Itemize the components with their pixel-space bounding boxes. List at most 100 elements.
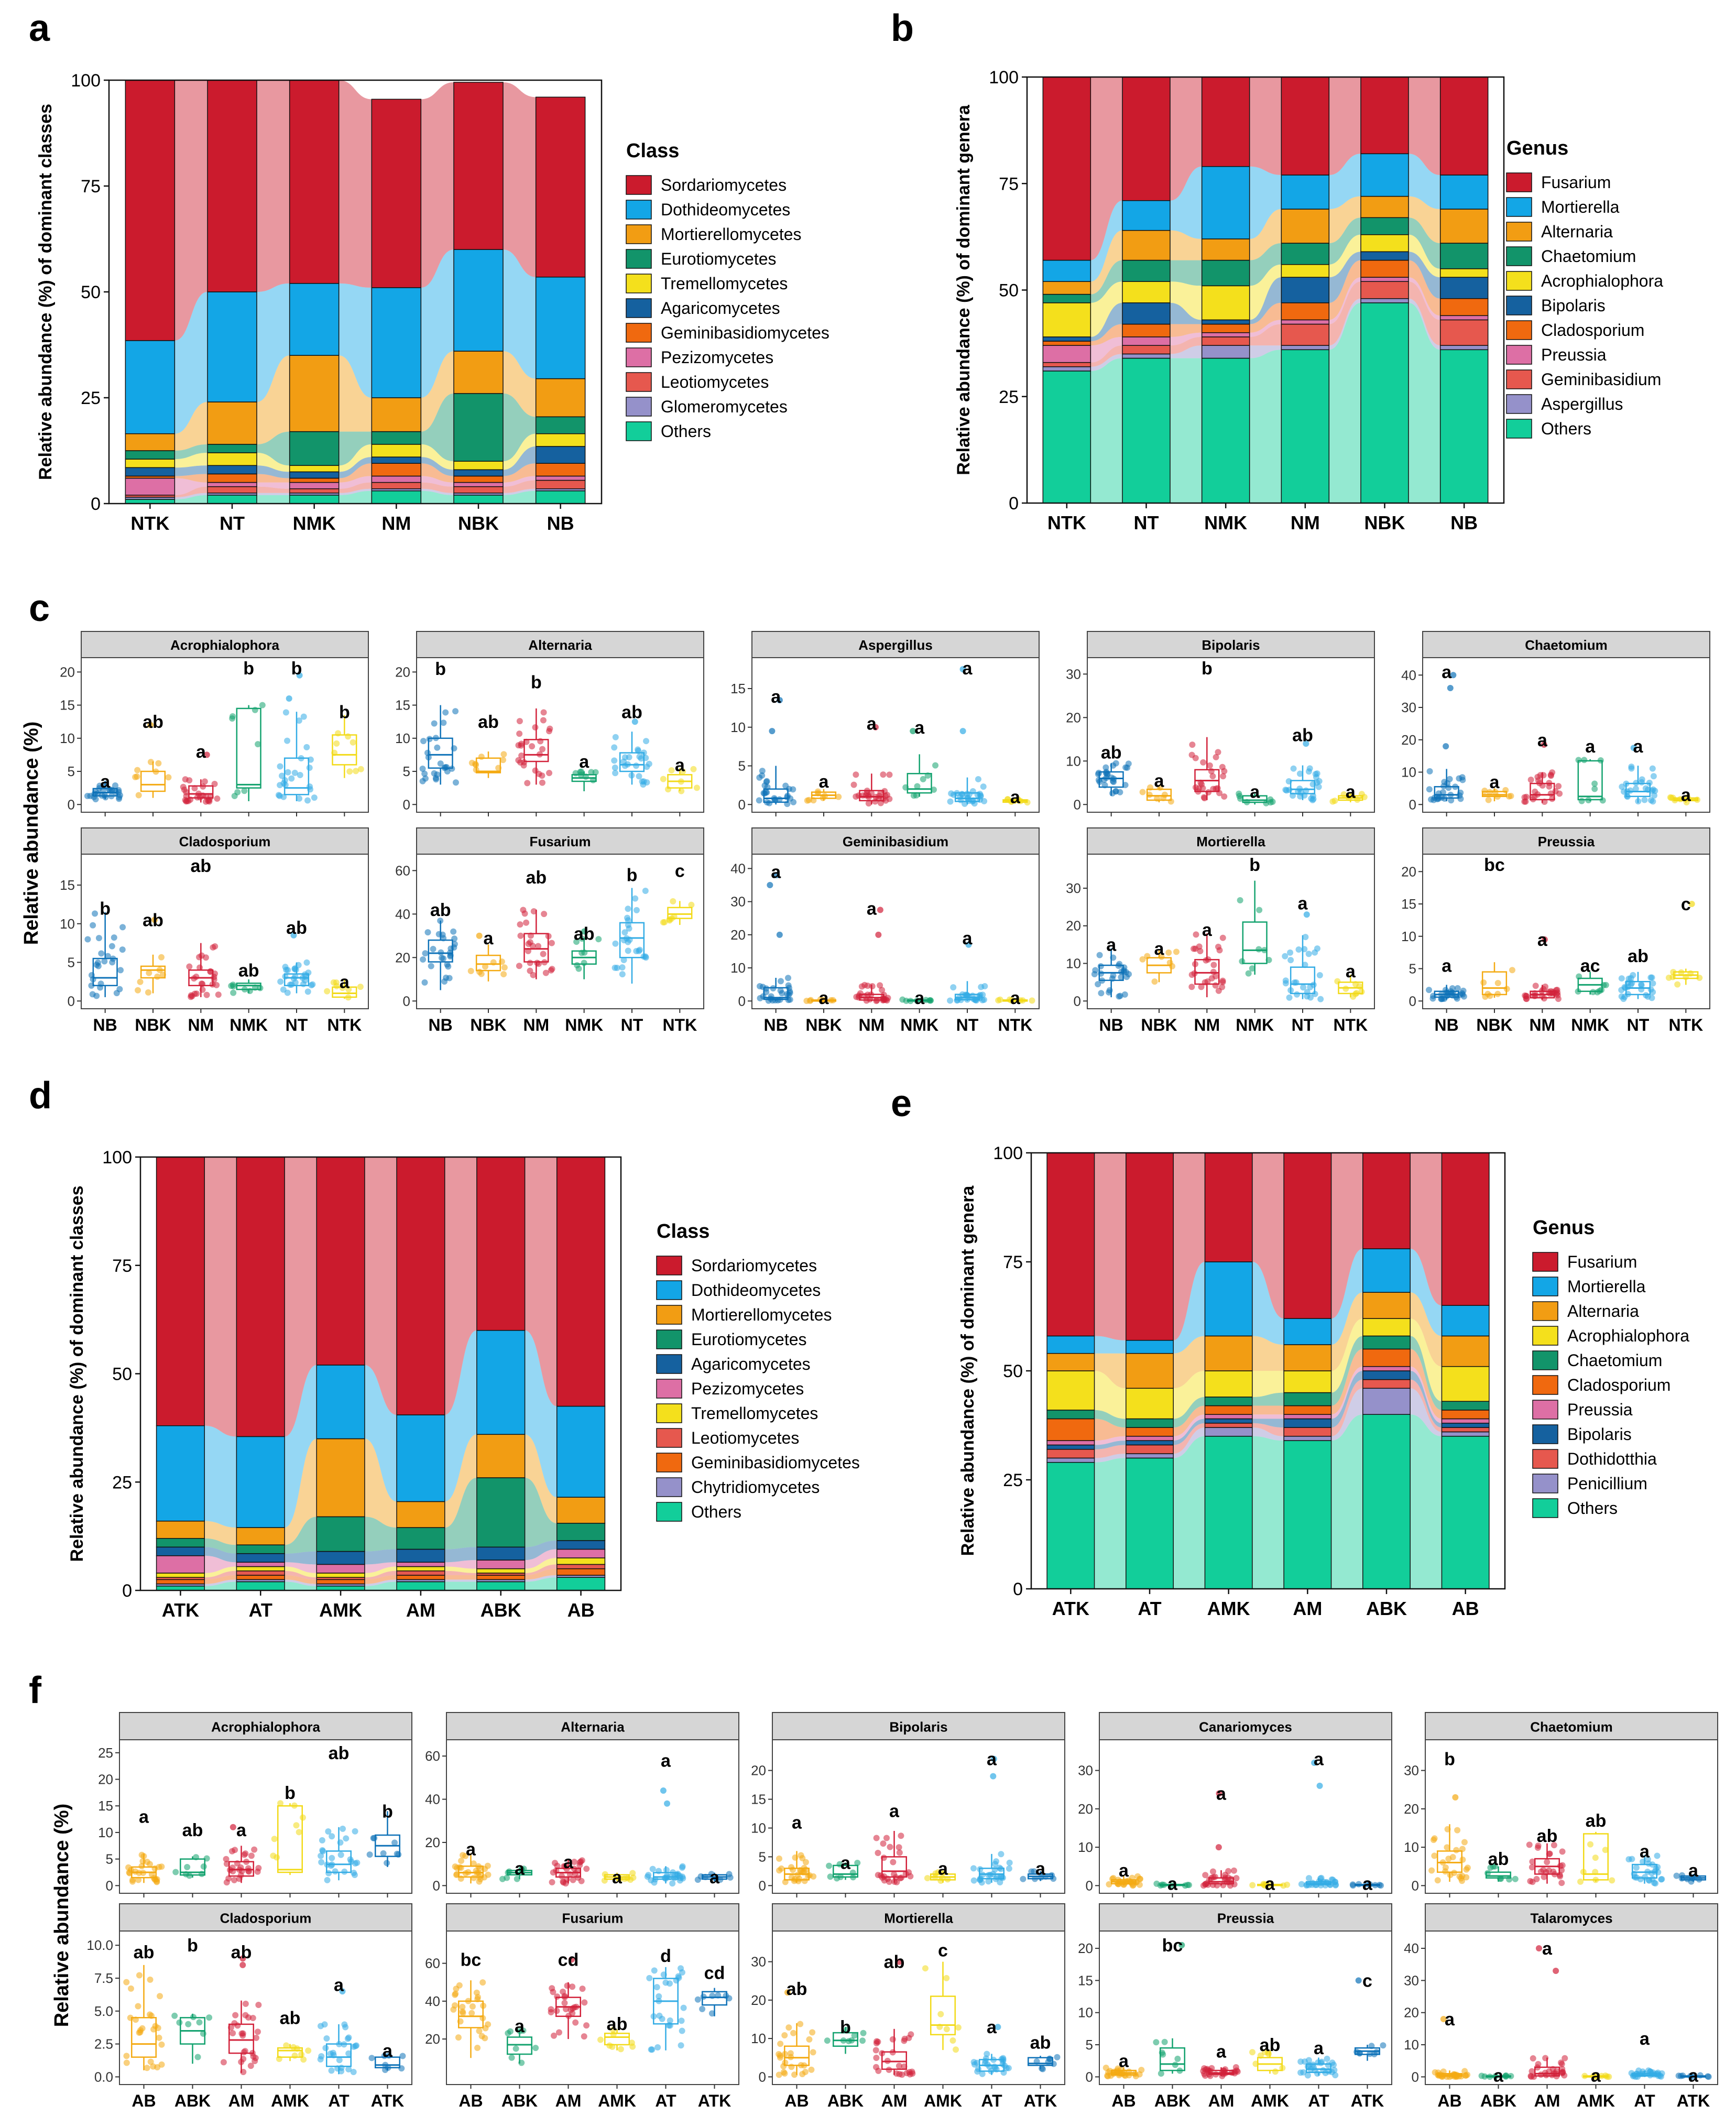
flow-agaricomycetes — [204, 1547, 237, 1563]
data-point — [501, 964, 508, 971]
bar-segment-cladosporium — [1281, 302, 1330, 321]
bar-segment-alternaria — [1042, 281, 1091, 295]
x-tick-label: AMK — [271, 2091, 309, 2110]
box — [428, 737, 453, 769]
significance-letter: a — [1314, 1750, 1324, 1770]
x-tick-label: ATK — [371, 2091, 404, 2110]
data-point — [877, 790, 884, 797]
significance-letter: a — [1537, 730, 1548, 750]
data-point — [1461, 1839, 1468, 1846]
data-point — [859, 2037, 866, 2044]
flow-geminibasidiomycetes — [503, 463, 536, 483]
data-point — [185, 2021, 192, 2027]
data-point — [214, 795, 221, 802]
data-point — [229, 715, 236, 722]
facet-title: Fusarium — [562, 1910, 623, 1926]
data-point — [441, 978, 448, 985]
bar-segment-leotiomycetes — [207, 486, 257, 494]
data-point — [1534, 773, 1541, 780]
significance-letter: a — [840, 1853, 851, 1873]
legend-label: Geminibasidium — [1541, 370, 1661, 389]
legend-swatch-preussia — [1532, 1400, 1558, 1420]
y-tick-label: 20 — [395, 950, 410, 965]
data-point — [1020, 1875, 1027, 1882]
data-point — [1153, 2039, 1160, 2046]
bar-segment-preussia — [1042, 345, 1091, 363]
data-point — [564, 1982, 571, 1989]
data-point — [201, 778, 208, 785]
data-point — [1544, 1859, 1551, 1866]
data-point — [1675, 2073, 1682, 2079]
bar-segment-geminibasidiomycetes — [316, 1579, 365, 1585]
flow-eurotiomycetes — [204, 1538, 237, 1554]
bar-segment-geminibasidium — [1439, 319, 1489, 346]
significance-letter: b — [100, 899, 111, 919]
data-point — [194, 2054, 201, 2060]
bar-segment-agaricomycetes — [396, 1548, 445, 1563]
box — [326, 2043, 352, 2067]
data-point — [873, 1835, 880, 1841]
facet-strip — [81, 631, 369, 658]
data-point — [626, 754, 632, 760]
flow-geminibasidium — [1170, 336, 1202, 354]
data-point — [1641, 797, 1648, 803]
x-tick-label: NT — [621, 1016, 643, 1034]
x-tick-label: NT — [1627, 1016, 1650, 1034]
data-point — [283, 2042, 290, 2049]
bar-segment-preussia — [1204, 1414, 1253, 1420]
significance-letter: a — [1442, 662, 1452, 682]
legend-swatch-pezizomycetes — [656, 1379, 682, 1399]
facet-frame — [1087, 657, 1375, 813]
bar-segment-penicillium — [1441, 1431, 1490, 1437]
data-point — [667, 2017, 673, 2024]
data-point — [343, 1835, 350, 1842]
x-tick-label: ABK — [481, 1599, 521, 1621]
legend-label: Others — [1567, 1499, 1618, 1518]
facet-frame — [1425, 1930, 1718, 2085]
data-point — [391, 1839, 398, 1846]
data-point — [117, 967, 124, 974]
data-point — [791, 2071, 798, 2078]
y-tick-label: 5 — [403, 763, 410, 779]
bar-segment-geminibasidium — [1042, 362, 1091, 367]
box — [1481, 791, 1508, 798]
bar-segment-chaetomium — [1042, 293, 1091, 303]
facet-title: Preussia — [1538, 834, 1595, 849]
data-point — [874, 2038, 880, 2045]
data-point — [507, 2028, 514, 2035]
data-point — [304, 797, 311, 804]
legend-swatch-sordariomycetes — [626, 175, 652, 195]
flow-glomeromycetes — [174, 493, 208, 499]
box — [228, 1861, 254, 1877]
bar-segment-pezizomycetes — [371, 475, 422, 483]
data-point — [1454, 1827, 1461, 1834]
box — [523, 739, 549, 762]
outlier-point — [203, 751, 210, 758]
box — [1290, 966, 1316, 995]
bar-segment-others — [289, 495, 340, 504]
data-point — [1315, 783, 1322, 790]
data-point — [765, 997, 772, 1004]
flow-alternaria — [1409, 196, 1440, 244]
data-point — [1201, 2070, 1208, 2077]
bar-segment-pezizomycetes — [535, 475, 586, 481]
legend-swatch-leotiomycetes — [656, 1428, 682, 1448]
data-point — [127, 1985, 134, 1992]
flow-aspergillus — [1090, 354, 1122, 371]
data-point — [756, 797, 762, 804]
bar-segment-others — [371, 490, 422, 504]
data-point — [1213, 973, 1219, 979]
legend-label: Aspergillus — [1541, 395, 1623, 413]
data-point — [1139, 956, 1146, 963]
facet-title: Acrophialophora — [211, 1719, 321, 1735]
outlier-point — [784, 1989, 791, 1996]
bar-segment-alternaria — [1360, 195, 1409, 219]
y-tick-label: 30 — [751, 1954, 766, 1970]
data-point — [1198, 984, 1205, 990]
data-point — [612, 770, 619, 777]
box — [1098, 771, 1124, 788]
data-point — [869, 983, 876, 990]
data-point — [1124, 765, 1131, 771]
data-point — [950, 984, 957, 991]
bar-segment-eurotiomycetes — [207, 444, 257, 453]
